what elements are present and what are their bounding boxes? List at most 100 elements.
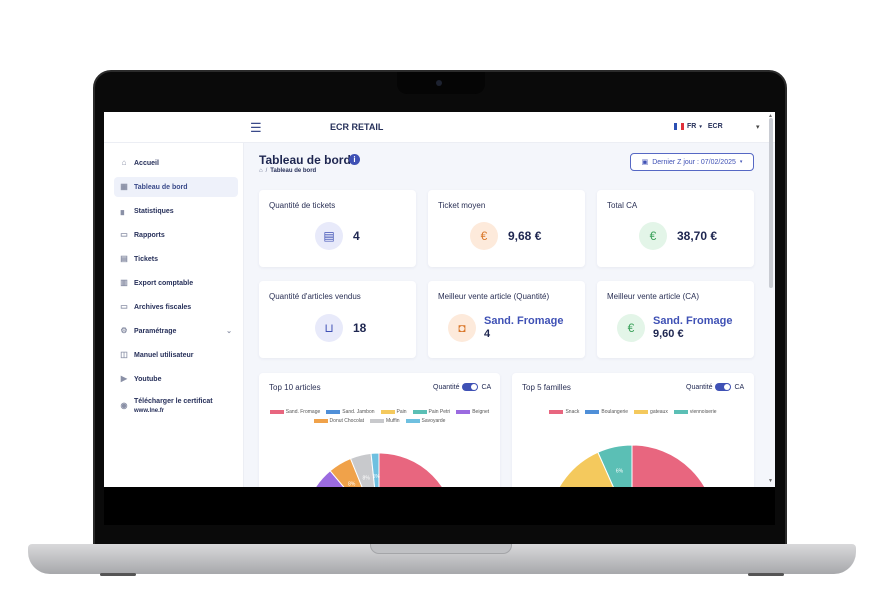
- donut-slice[interactable]: [310, 470, 360, 487]
- sidebar-item-archives-fiscales[interactable]: ▭ Archives fiscales: [114, 297, 238, 317]
- receipt-icon: ▤: [315, 222, 343, 250]
- legend-swatch: [549, 410, 564, 414]
- legend-swatch: [269, 410, 284, 414]
- best-article-name: Sand. Fromage: [653, 315, 733, 327]
- laptop-foot: [100, 573, 136, 576]
- sidebar-item-label: Archives fiscales: [134, 303, 192, 311]
- chart-title: Top 5 familles: [522, 383, 571, 392]
- scrollbar-thumb[interactable]: [769, 118, 773, 288]
- chevron-down-icon: ⌄: [226, 328, 232, 335]
- donut-slice[interactable]: [349, 452, 376, 487]
- kpi-value: 38,70 €: [677, 229, 718, 243]
- language-code: FR: [687, 123, 697, 130]
- legend-label: gateaux: [650, 409, 668, 415]
- kpi-value: 9,68 €: [508, 229, 542, 243]
- toggle-label-left: Quantité: [433, 383, 460, 391]
- home-icon[interactable]: ⌂: [259, 168, 263, 174]
- legend-item[interactable]: Sand. Jambon: [326, 409, 375, 415]
- legend-item[interactable]: Pain: [380, 409, 407, 415]
- ticket-icon: ▤: [120, 254, 128, 263]
- hamburger-icon[interactable]: ☰: [250, 120, 262, 135]
- sidebar-item-certificat[interactable]: ◉ Télécharger le certificat www.lne.fr: [114, 393, 238, 419]
- legend-swatch: [370, 419, 385, 423]
- sidebar-item-label: Export comptable: [134, 279, 194, 287]
- sidebar-item-label: Tableau de bord: [134, 183, 188, 191]
- certificate-icon: ◉: [120, 401, 128, 410]
- chart-mode-toggle[interactable]: Quantité CA: [686, 383, 744, 391]
- sidebar-item-label: Rapports: [134, 231, 165, 239]
- sidebar-item-youtube[interactable]: ▶ Youtube: [114, 369, 238, 389]
- archive-icon: ▭: [120, 302, 128, 311]
- best-article-value: 9,60 €: [653, 328, 684, 340]
- youtube-icon: ▶: [120, 374, 128, 383]
- user-menu-caret-icon[interactable]: ▾: [756, 124, 760, 131]
- legend-swatch: [673, 410, 688, 414]
- top-bar: ☰ ECR RETAIL FR ▾ ECR ▾: [104, 112, 775, 143]
- kpi-label: Quantité de tickets: [269, 201, 336, 210]
- scroll-down-arrow-icon[interactable]: ▼: [768, 478, 773, 484]
- legend-swatch: [380, 410, 395, 414]
- chart-card-top10: Top 10 articles Quantité CA Sand. Fromag…: [259, 373, 500, 487]
- info-icon[interactable]: i: [349, 154, 360, 165]
- language-selector[interactable]: FR ▾ ECR: [674, 123, 723, 130]
- legend-item[interactable]: Beignet: [456, 409, 489, 415]
- legend-swatch: [412, 410, 427, 414]
- toggle-switch[interactable]: [715, 383, 732, 391]
- legend-label: Pain Petri: [428, 409, 451, 415]
- sidebar-item-label: Statistiques: [134, 207, 174, 215]
- sidebar-item-statistiques[interactable]: ▖ Statistiques: [114, 201, 238, 221]
- sidebar-item-export-comptable[interactable]: ▥ Export comptable: [114, 273, 238, 293]
- register-name: ECR: [707, 123, 723, 130]
- sidebar-item-manuel-utilisateur[interactable]: ◫ Manuel utilisateur: [114, 345, 238, 365]
- kpi-label: Meilleur vente article (Quantité): [438, 292, 550, 301]
- donut-slice[interactable]: [549, 451, 617, 487]
- legend-label: Sand. Fromage: [285, 409, 321, 415]
- sidebar-item-rapports[interactable]: ▭ Rapports: [114, 225, 238, 245]
- legend-item[interactable]: viennoiserie: [673, 409, 717, 415]
- donut-slice[interactable]: [329, 457, 368, 487]
- kpi-label: Ticket moyen: [438, 201, 486, 210]
- chart-mode-toggle[interactable]: Quantité CA: [433, 383, 491, 391]
- kpi-label: Total CA: [607, 201, 638, 210]
- sidebar-item-tableau-de-bord[interactable]: ▦ Tableau de bord: [114, 177, 238, 197]
- chart-card-top5: Top 5 familles Quantité CA Snack Boulange…: [512, 373, 754, 487]
- donut-slice[interactable]: [370, 452, 380, 487]
- sidebar-item-accueil[interactable]: ⌂ Accueil: [114, 153, 238, 173]
- sidebar-item-label: Tickets: [134, 255, 158, 263]
- sidebar-item-sublabel: www.lne.fr: [134, 408, 165, 414]
- chart-title: Top 10 articles: [269, 383, 321, 392]
- best-article-value: 4: [484, 328, 491, 340]
- euro-icon: €: [617, 314, 645, 342]
- legend-item[interactable]: Muffin: [370, 418, 400, 424]
- france-flag-icon: [674, 123, 684, 130]
- donut-slice[interactable]: [631, 444, 716, 487]
- donut-slice[interactable]: [597, 444, 633, 487]
- kpi-card-ticket-moyen: Ticket moyen € 9,68 €: [428, 190, 585, 267]
- legend-swatch: [405, 419, 420, 423]
- legend-item[interactable]: Donut Chocolat: [313, 418, 364, 424]
- kpi-value: 4: [353, 229, 360, 243]
- sidebar-item-label: Télécharger le certificat: [134, 398, 213, 405]
- legend-item[interactable]: Boulangerie: [585, 409, 628, 415]
- bag-icon: ◘: [448, 314, 476, 342]
- donut-chart: 6%14%: [549, 444, 716, 487]
- date-selector-button[interactable]: ▣ Dernier Z jour : 07/02/2025 ▾: [630, 153, 754, 171]
- home-icon: ⌂: [121, 158, 127, 167]
- app-screen: ☰ ECR RETAIL FR ▾ ECR ▾ ▲ ▼ ⌂ Accueil ▦ …: [104, 112, 775, 487]
- donut-slice[interactable]: [378, 452, 455, 487]
- toggle-switch[interactable]: [462, 383, 479, 391]
- kpi-card-best-ca: Meilleur vente article (CA) € Sand. From…: [597, 281, 754, 358]
- calendar-icon: ▣: [641, 159, 649, 166]
- chevron-down-icon: ▾: [699, 123, 702, 130]
- sidebar-item-parametrage[interactable]: ⚙ Paramétrage ⌄: [114, 321, 238, 341]
- legend-item[interactable]: Snack: [549, 409, 579, 415]
- legend-item[interactable]: Sand. Fromage: [269, 409, 321, 415]
- legend-item[interactable]: Savoyarde: [405, 418, 445, 424]
- sidebar-item-tickets[interactable]: ▤ Tickets: [114, 249, 238, 269]
- best-article-name: Sand. Fromage: [484, 315, 564, 327]
- breadcrumb-separator: /: [265, 168, 268, 174]
- scroll-up-arrow-icon[interactable]: ▲: [768, 113, 773, 119]
- legend-label: Snack: [565, 409, 580, 415]
- legend-item[interactable]: gateaux: [634, 409, 668, 415]
- legend-item[interactable]: Pain Petri: [412, 409, 451, 415]
